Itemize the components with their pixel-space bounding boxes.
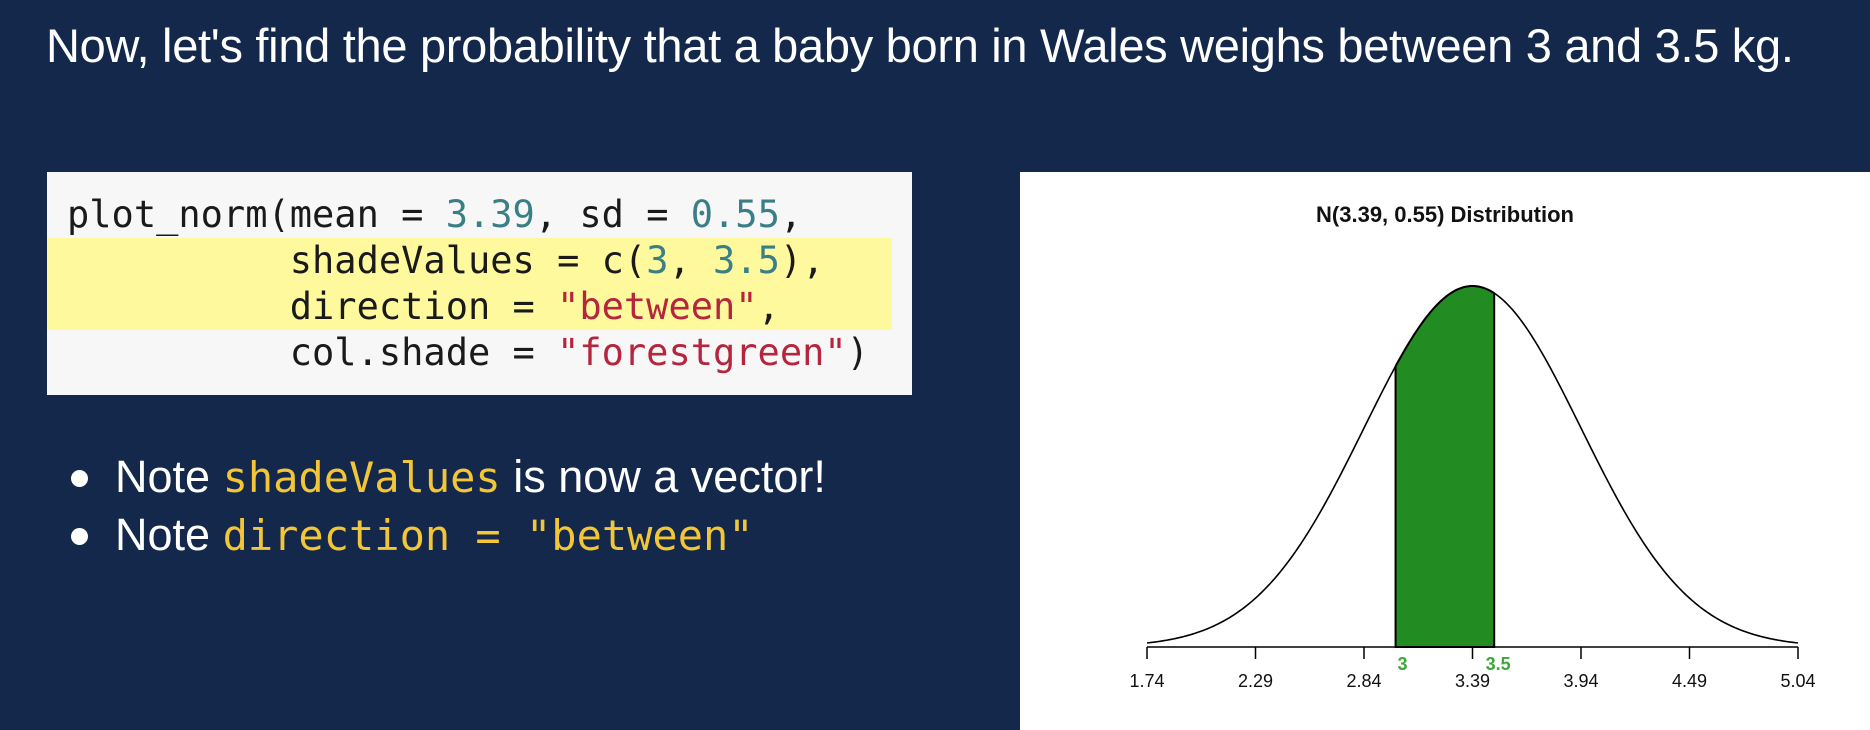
note-list: Note shadeValues is now a vector! Note d…	[65, 448, 826, 564]
code-line-2-highlighted: shadeValues = c(3, 3.5),	[47, 238, 892, 284]
distribution-plot: N(3.39, 0.55) Distribution 1.74 2.29 2.84 3.…	[1020, 172, 1870, 730]
x-tick-label: 2.84	[1346, 671, 1381, 691]
bullet-icon	[71, 528, 88, 545]
chart-title: N(3.39, 0.55) Distribution	[1316, 202, 1574, 227]
shade-bound-label: 3.5	[1486, 654, 1511, 674]
x-tick-label: 4.49	[1672, 671, 1707, 691]
x-tick-label: 1.74	[1129, 671, 1164, 691]
x-tick-label: 5.04	[1780, 671, 1815, 691]
x-tick-label: 2.29	[1238, 671, 1273, 691]
x-tick-label: 3.39	[1455, 671, 1490, 691]
code-line-4: col.shade = "forestgreen")	[67, 331, 869, 374]
density-curve	[1146, 285, 1799, 644]
slide-title: Now, let's find the probability that a b…	[46, 19, 1794, 72]
note-item: Note direction = "between"	[65, 506, 826, 564]
normal-curve-chart: N(3.39, 0.55) Distribution 1.74 2.29 2.84 3.…	[1129, 202, 1815, 691]
bullet-icon	[71, 470, 88, 487]
shade-bound-label: 3	[1398, 654, 1408, 674]
x-tick-label: 3.94	[1563, 671, 1598, 691]
code-line-3-highlighted: direction = "between",	[47, 284, 892, 330]
code-line-1: plot_norm(mean = 3.39, sd = 0.55,	[67, 193, 803, 236]
note-item: Note shadeValues is now a vector!	[65, 448, 826, 506]
code-block: plot_norm(mean = 3.39, sd = 0.55, shadeV…	[47, 172, 912, 395]
